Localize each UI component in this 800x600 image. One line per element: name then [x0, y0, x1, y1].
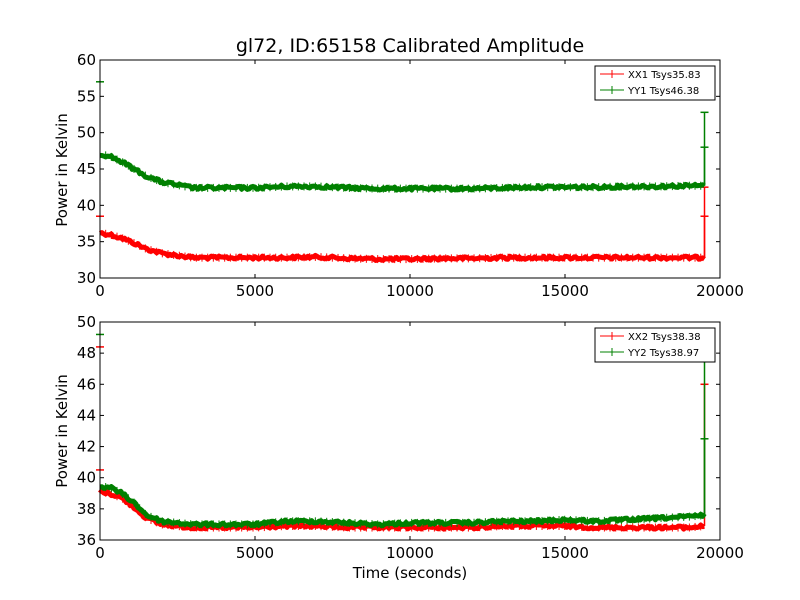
bottom-y-tick-label-2: 40: [77, 469, 96, 487]
top-legend-box: [594, 65, 716, 101]
bottom-x-axis-label: Time (seconds): [352, 564, 468, 582]
top-y-tick-label-0: 30: [77, 269, 96, 287]
top-y-tick-label-2: 40: [77, 196, 96, 214]
top-series-1-band: [99, 152, 706, 193]
bottom-y-tick-label-6: 48: [77, 344, 96, 362]
top-y-axis-label: Power in Kelvin: [53, 113, 71, 227]
bottom-x-tick-label-3: 15000: [541, 544, 589, 562]
top-legend-label-xx1: XX1 Tsys35.83: [628, 70, 701, 81]
top-series-layer: [96, 81, 709, 264]
top-series-0: [96, 186, 709, 264]
bottom-y-tick-label-0: 36: [77, 531, 96, 549]
bottom-series-1: [96, 333, 709, 529]
top-y-tick-label-5: 55: [77, 87, 96, 105]
bottom-y-tick-label-1: 38: [77, 500, 96, 518]
bottom-series-1-band: [99, 484, 707, 529]
bottom-legend-label-xx2: XX2 Tsys38.38: [628, 332, 701, 343]
bottom-y-tick-label-7: 50: [77, 313, 96, 331]
bottom-y-tick-label-3: 42: [77, 438, 96, 456]
top-legend: XX1 Tsys35.83 YY1 Tsys46.38: [594, 65, 716, 101]
top-series-0-band: [99, 230, 706, 263]
bottom-x-tick-label-0: 0: [95, 544, 105, 562]
top-chart-title: gl72, ID:65158 Calibrated Amplitude: [236, 35, 584, 57]
bottom-subplot: Time (seconds) Power in Kelvin 0 5000 1000…: [53, 313, 744, 582]
bottom-legend-label-yy2: YY2 Tsys38.97: [627, 348, 699, 359]
top-y-tick-label-6: 60: [77, 51, 96, 69]
bottom-axes-frame: [99, 321, 721, 541]
top-axes-frame: [99, 59, 721, 279]
bottom-tick-layer: 0 5000 10000 15000 20000 36 38 40 42 44 46 48 50: [77, 313, 744, 562]
bottom-y-tick-label-4: 44: [77, 406, 96, 424]
bottom-y-axis-label: Power in Kelvin: [53, 374, 71, 488]
top-x-tick-label-2: 10000: [386, 282, 434, 300]
top-x-tick-label-1: 5000: [236, 282, 274, 300]
bottom-y-tick-label-5: 46: [77, 375, 96, 393]
bottom-legend-box: [594, 327, 716, 363]
bottom-legend: XX2 Tsys38.38 YY2 Tsys38.97: [594, 327, 716, 363]
top-legend-label-yy1: YY1 Tsys46.38: [627, 86, 699, 97]
top-x-tick-label-4: 20000: [696, 282, 744, 300]
top-y-tick-label-3: 45: [77, 160, 96, 178]
bottom-series-layer: [96, 333, 709, 532]
top-subplot: gl72, ID:65158 Calibrated Amplitude Powe…: [53, 35, 744, 300]
top-x-tick-label-0: 0: [95, 282, 105, 300]
bottom-x-tick-label-4: 20000: [696, 544, 744, 562]
top-y-tick-label-4: 50: [77, 124, 96, 142]
bottom-x-tick-label-2: 10000: [386, 544, 434, 562]
top-tick-layer: 0 5000 10000 15000 20000 30 35 40 45 50 55 60: [77, 51, 744, 300]
top-y-tick-label-1: 35: [77, 233, 96, 251]
top-x-tick-label-3: 15000: [541, 282, 589, 300]
bottom-x-tick-label-1: 5000: [236, 544, 274, 562]
top-series-1: [96, 81, 709, 193]
